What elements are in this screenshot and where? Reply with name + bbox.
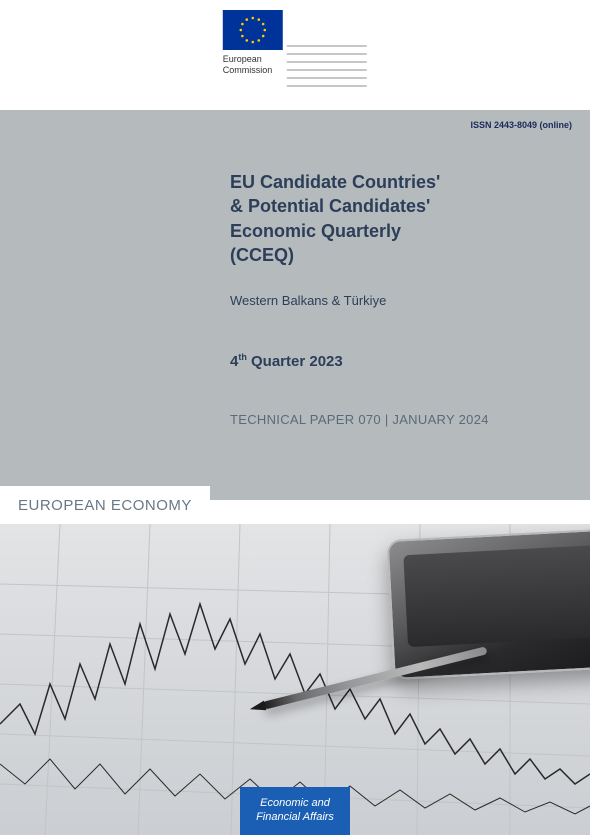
ec-logo: European Commission [223, 10, 367, 93]
dept-badge: Economic and Financial Affairs [240, 787, 350, 835]
dept-badge-text: Economic and Financial Affairs [256, 797, 334, 825]
quarter-rest: Quarter 2023 [247, 353, 343, 370]
series-label: EUROPEAN ECONOMY [18, 497, 192, 514]
issn-text: ISSN 2443-8049 (online) [470, 120, 572, 130]
eu-flag-block: European Commission [223, 10, 283, 76]
subtitle: Western Balkans & Türkiye [230, 293, 550, 308]
building-lines-icon [287, 45, 367, 93]
quarter-line: 4th Quarter 2023 [230, 352, 550, 370]
header: European Commission [0, 0, 590, 120]
document-cover: European Commission ISSN 2443-8049 (onli… [0, 0, 590, 835]
paper-info: TECHNICAL PAPER 070 | JANUARY 2024 [230, 412, 550, 427]
series-tab: EUROPEAN ECONOMY [0, 486, 210, 524]
cover-photo: Economic and Financial Affairs [0, 524, 590, 835]
title-panel: ISSN 2443-8049 (online) EU Candidate Cou… [0, 110, 590, 500]
main-title: EU Candidate Countries' & Potential Cand… [230, 170, 550, 267]
eu-flag-icon [223, 10, 283, 50]
logo-caption: European Commission [223, 54, 283, 76]
quarter-suffix: th [238, 352, 247, 362]
pda-device-icon [386, 528, 590, 680]
eu-stars-icon [238, 15, 268, 45]
title-column: EU Candidate Countries' & Potential Cand… [230, 170, 550, 427]
